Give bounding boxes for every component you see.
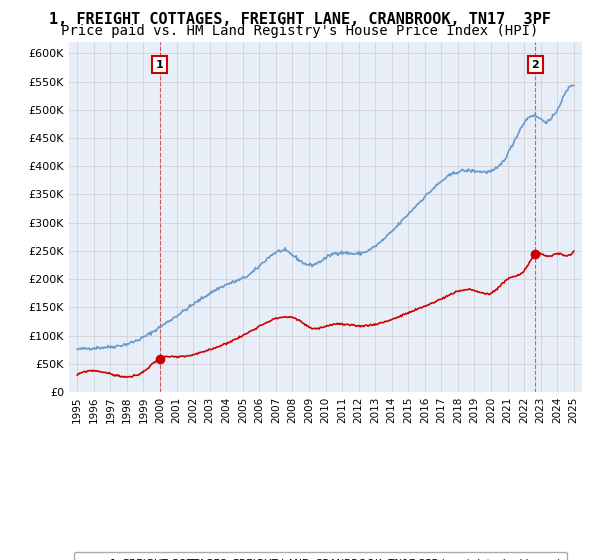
- Text: Price paid vs. HM Land Registry's House Price Index (HPI): Price paid vs. HM Land Registry's House …: [61, 24, 539, 38]
- Text: 1, FREIGHT COTTAGES, FREIGHT LANE, CRANBROOK, TN17  3PF: 1, FREIGHT COTTAGES, FREIGHT LANE, CRANB…: [49, 12, 551, 27]
- Text: 2: 2: [532, 60, 539, 70]
- Legend: 1, FREIGHT COTTAGES, FREIGHT LANE, CRANBROOK, TN17 3PF (semi-detached house), HP: 1, FREIGHT COTTAGES, FREIGHT LANE, CRANB…: [74, 552, 567, 560]
- Text: 1: 1: [155, 60, 163, 70]
